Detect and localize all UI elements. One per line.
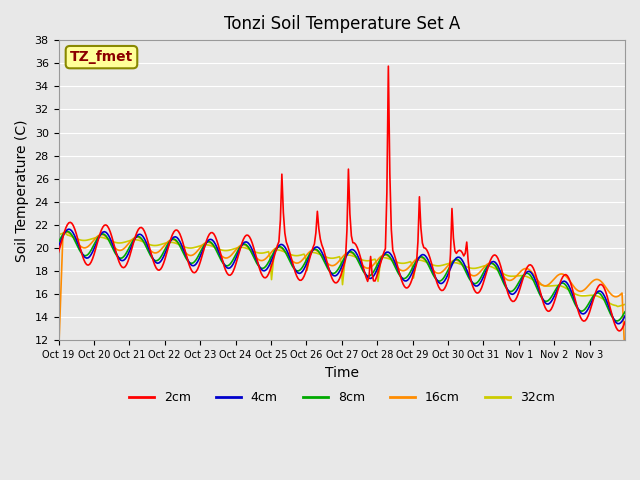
- Legend: 2cm, 4cm, 8cm, 16cm, 32cm: 2cm, 4cm, 8cm, 16cm, 32cm: [124, 386, 560, 409]
- Title: Tonzi Soil Temperature Set A: Tonzi Soil Temperature Set A: [223, 15, 460, 33]
- X-axis label: Time: Time: [324, 366, 359, 380]
- Text: TZ_fmet: TZ_fmet: [70, 50, 133, 64]
- Y-axis label: Soil Temperature (C): Soil Temperature (C): [15, 119, 29, 262]
